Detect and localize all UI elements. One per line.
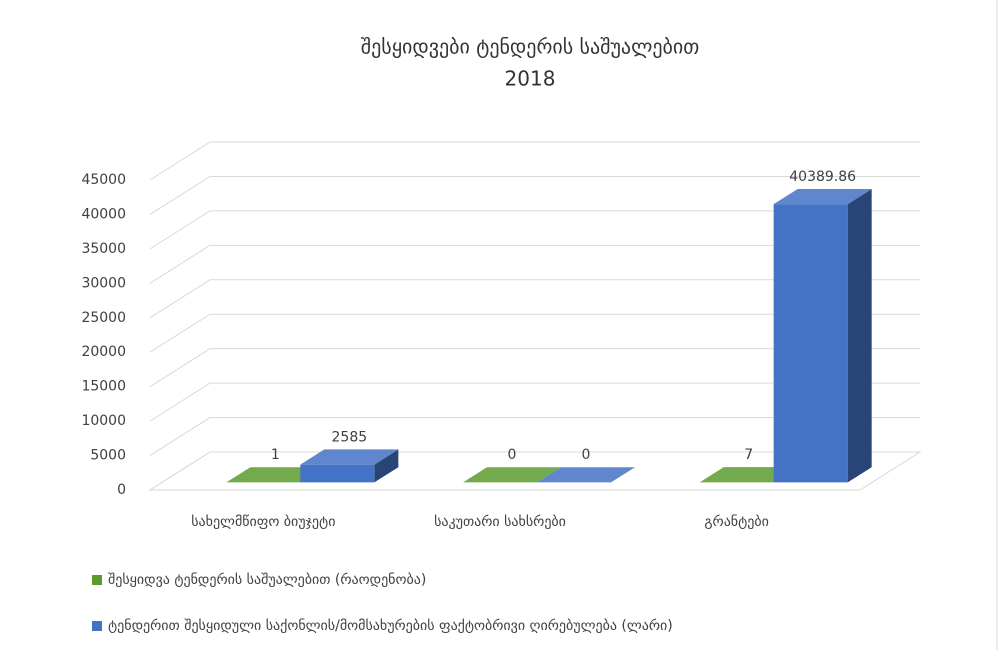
y-tick-label: 45000 <box>81 172 126 188</box>
grid-line <box>149 141 920 181</box>
bar <box>773 188 872 483</box>
bar <box>463 467 561 483</box>
data-label: 0 <box>582 447 591 463</box>
bar-side <box>374 449 399 483</box>
data-label: 2585 <box>332 429 368 445</box>
bar-front <box>773 204 848 483</box>
grid-line <box>149 348 920 388</box>
x-tick-label: საკუთარი სახსრები <box>434 513 566 530</box>
legend-swatch <box>92 575 102 585</box>
data-label: 1 <box>271 447 280 463</box>
legend-label: ტენდერით შესყიდული საქონლის/მომსახურების… <box>108 617 673 634</box>
bar-top <box>537 467 635 483</box>
y-tick-label: 25000 <box>81 310 126 326</box>
y-tick-label: 20000 <box>81 344 126 360</box>
grid-line <box>149 244 920 284</box>
grid-line <box>149 451 920 491</box>
y-tick-label: 10000 <box>81 413 126 429</box>
y-tick-label: 5000 <box>90 448 126 464</box>
grid-line <box>149 382 920 422</box>
bar-top <box>463 467 561 483</box>
y-tick-label: 0 <box>117 482 126 498</box>
grid-line <box>149 313 920 353</box>
grid-line <box>149 210 920 250</box>
x-tick-label: სახელმწიფო ბიუჯეტი <box>191 514 335 530</box>
bar-top <box>699 467 798 483</box>
chart-subtitle: 2018 <box>505 67 556 91</box>
data-label: 0 <box>508 447 517 463</box>
y-tick-label: 35000 <box>81 241 126 257</box>
y-tick-label: 40000 <box>81 206 126 222</box>
bar-top <box>773 188 872 205</box>
data-label: 40389.86 <box>789 169 856 185</box>
legend-label: შესყიდვა ტენდერის საშუალებით (რაოდენობა) <box>108 571 426 588</box>
grid-line <box>149 417 920 456</box>
grid-line <box>149 279 920 319</box>
y-tick-label: 30000 <box>81 275 126 291</box>
bar-side <box>847 188 872 483</box>
data-label: 7 <box>744 447 753 463</box>
bar-top <box>300 449 399 465</box>
bar-front <box>300 464 375 483</box>
y-tick-label: 15000 <box>81 379 126 395</box>
bar <box>300 449 399 483</box>
bar-top <box>226 467 325 483</box>
grid-line <box>149 175 920 215</box>
chart-title: შესყიდვები ტენდერის საშუალებით <box>361 35 700 59</box>
x-tick-label: გრანტები <box>704 513 768 530</box>
legend-swatch <box>92 621 102 631</box>
bar <box>537 467 635 483</box>
